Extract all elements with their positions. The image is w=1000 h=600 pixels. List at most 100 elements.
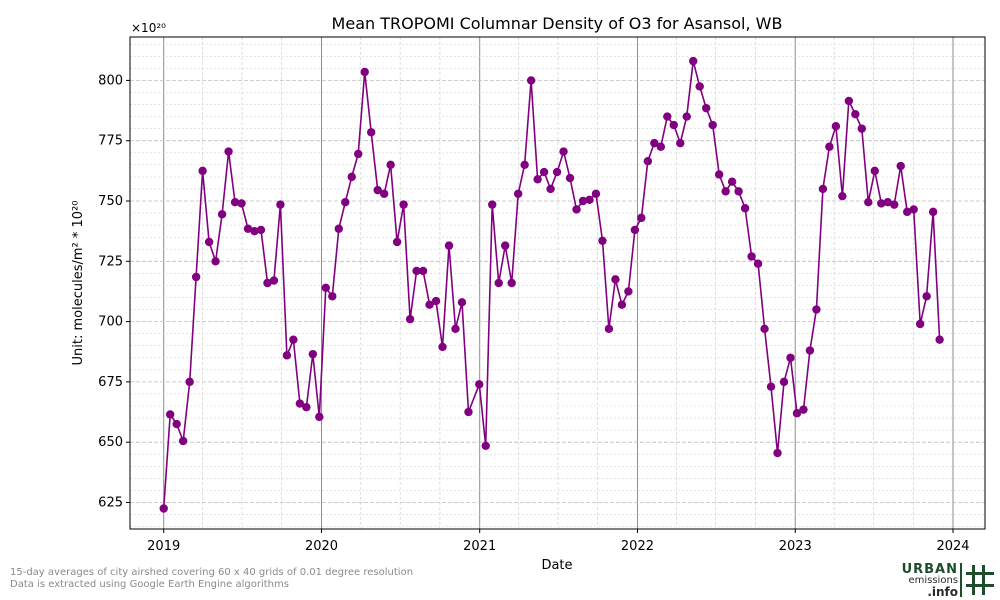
chart-title: Mean TROPOMI Columnar Density of O3 for … bbox=[332, 14, 783, 33]
data-point bbox=[250, 226, 259, 236]
data-point bbox=[727, 177, 737, 186]
footnote-line-2: Data is extracted using Google Earth Eng… bbox=[10, 579, 289, 590]
data-point bbox=[825, 142, 834, 151]
data-point bbox=[559, 147, 568, 156]
data-point bbox=[857, 124, 867, 133]
data-point bbox=[572, 205, 581, 214]
data-point bbox=[289, 335, 298, 344]
data-point bbox=[604, 324, 614, 334]
data-point bbox=[773, 448, 782, 458]
data-point bbox=[838, 191, 847, 201]
logo-word-info: .info bbox=[927, 585, 958, 599]
data-point bbox=[392, 237, 402, 247]
data-point bbox=[695, 82, 704, 91]
data-point bbox=[753, 259, 763, 268]
data-point bbox=[928, 207, 938, 217]
data-point bbox=[909, 205, 918, 214]
data-point bbox=[669, 120, 678, 130]
data-point bbox=[870, 166, 879, 176]
data-point bbox=[431, 296, 441, 306]
data-point bbox=[766, 382, 776, 391]
data-point bbox=[198, 166, 207, 176]
x-axis-label: Date bbox=[541, 558, 572, 573]
data-point bbox=[643, 157, 653, 166]
data-point bbox=[302, 403, 311, 412]
data-point bbox=[585, 195, 594, 204]
data-point bbox=[425, 300, 434, 309]
data-point bbox=[747, 252, 756, 261]
data-point bbox=[760, 324, 769, 334]
data-point bbox=[269, 276, 279, 285]
data-point bbox=[263, 278, 272, 288]
y-tick-label: 800 bbox=[98, 73, 123, 88]
data-point bbox=[734, 187, 743, 196]
plot-frame bbox=[129, 36, 986, 530]
data-point bbox=[890, 200, 899, 209]
data-point bbox=[611, 275, 620, 284]
x-tick-label: 2023 bbox=[779, 539, 812, 554]
data-point bbox=[243, 224, 253, 233]
data-series bbox=[159, 56, 944, 513]
urban-emissions-logo: URBAN emissions .info bbox=[898, 562, 998, 599]
data-point bbox=[831, 122, 841, 131]
data-point bbox=[328, 292, 337, 301]
data-point bbox=[792, 409, 802, 418]
x-tick-label: 2020 bbox=[305, 539, 338, 554]
data-point bbox=[295, 399, 305, 408]
data-point bbox=[507, 278, 516, 288]
data-point bbox=[591, 189, 601, 198]
data-point bbox=[191, 272, 201, 282]
data-point bbox=[844, 96, 854, 106]
data-point bbox=[656, 142, 666, 151]
data-point bbox=[282, 351, 292, 360]
data-point bbox=[533, 175, 542, 184]
data-point bbox=[347, 172, 356, 182]
data-point bbox=[539, 167, 549, 177]
data-point bbox=[341, 198, 350, 207]
data-point bbox=[354, 149, 363, 159]
logo-word-urban: URBAN bbox=[901, 562, 958, 577]
data-point bbox=[159, 504, 168, 513]
y-tick-label: 650 bbox=[98, 435, 123, 450]
data-point bbox=[617, 300, 627, 309]
y-tick-label: 625 bbox=[98, 495, 123, 510]
data-point bbox=[812, 305, 821, 314]
data-point bbox=[204, 237, 214, 247]
data-point bbox=[481, 441, 490, 450]
data-point bbox=[217, 210, 227, 219]
data-point bbox=[624, 287, 633, 296]
data-point bbox=[464, 407, 473, 417]
data-point bbox=[438, 342, 447, 352]
data-point bbox=[864, 198, 873, 207]
data-point bbox=[405, 314, 415, 324]
data-point bbox=[520, 160, 529, 170]
x-tick-label: 2019 bbox=[147, 539, 180, 554]
data-point bbox=[526, 76, 536, 85]
data-point bbox=[308, 349, 318, 359]
data-point bbox=[714, 170, 724, 179]
data-point bbox=[165, 410, 175, 419]
data-point bbox=[701, 103, 711, 113]
x-tick-label: 2022 bbox=[621, 539, 654, 554]
data-point bbox=[552, 167, 562, 177]
data-point bbox=[851, 109, 860, 119]
data-point bbox=[321, 283, 331, 293]
data-point bbox=[185, 377, 194, 387]
x-tick-label: 2024 bbox=[936, 539, 969, 554]
data-point bbox=[513, 189, 523, 198]
axes: 625 650 675 700 725 750 775 800 2019 2020 2021 2022… bbox=[98, 36, 986, 554]
data-point bbox=[779, 377, 789, 387]
data-point bbox=[379, 189, 389, 198]
data-point bbox=[630, 225, 640, 235]
x-tick-label: 2021 bbox=[463, 539, 496, 554]
data-point bbox=[457, 298, 467, 307]
data-point bbox=[598, 236, 607, 245]
data-point bbox=[256, 225, 266, 235]
data-point bbox=[682, 112, 691, 121]
data-point bbox=[276, 200, 285, 209]
data-point bbox=[366, 128, 376, 137]
y-tick-label: 675 bbox=[98, 375, 123, 390]
data-point bbox=[386, 160, 395, 170]
data-point bbox=[818, 184, 828, 194]
